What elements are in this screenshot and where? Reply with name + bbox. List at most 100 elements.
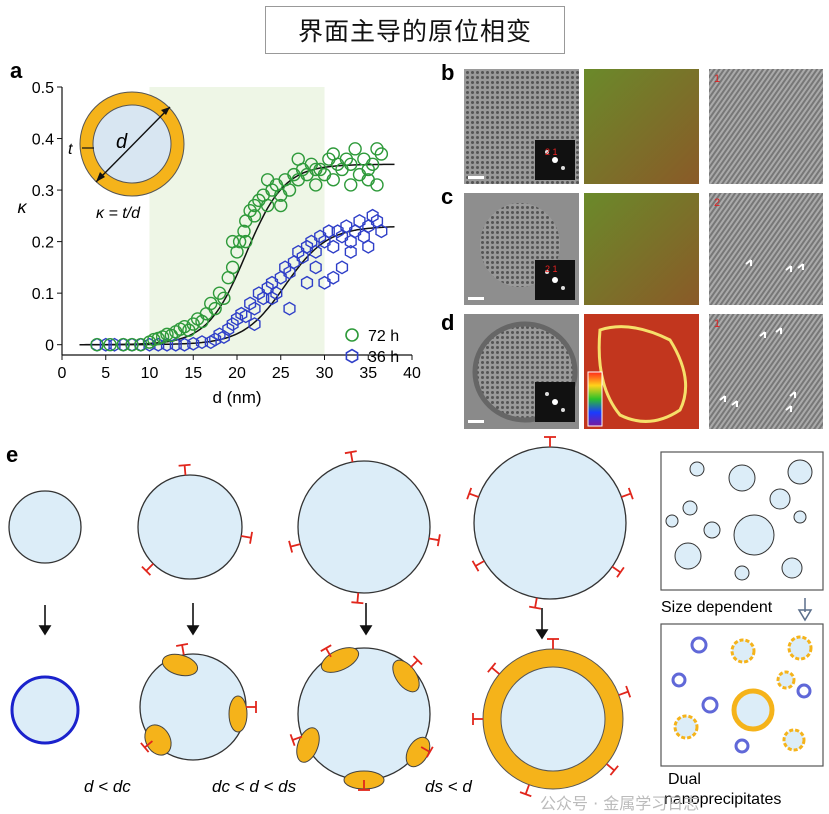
- fringe-c: [709, 193, 823, 305]
- data-point: [314, 229, 327, 244]
- data-point: [239, 234, 253, 249]
- fft-c-label: 2 1: [545, 264, 558, 274]
- x-tick-label: 40: [403, 365, 421, 382]
- data-point: [344, 178, 358, 192]
- data-point: [230, 311, 244, 326]
- data-point: [362, 219, 375, 234]
- data-point: [318, 234, 331, 249]
- ring-shell: [10, 675, 80, 745]
- data-point: [208, 301, 222, 316]
- y-tick-label: 0.2: [32, 235, 54, 252]
- data-point: [331, 224, 344, 239]
- data-point: [327, 270, 340, 285]
- data-point: [209, 332, 222, 347]
- data-point: [260, 173, 275, 187]
- particle-medium: [137, 474, 243, 580]
- inset-t-label: t: [68, 141, 73, 158]
- y-tick-label: 0: [45, 338, 54, 355]
- y-tick-label: 0.4: [32, 132, 54, 149]
- data-point: [99, 337, 112, 352]
- tag-c: 2: [714, 197, 720, 209]
- cond-1: d < dc: [84, 777, 131, 796]
- data-point: [344, 244, 357, 259]
- particle-small: [8, 490, 82, 564]
- data-point: [335, 260, 349, 275]
- data-point: [318, 275, 331, 290]
- fringe-d: [709, 314, 823, 429]
- data-point: [177, 319, 192, 334]
- color-bar: [587, 371, 603, 427]
- data-point: [327, 239, 340, 254]
- data-point: [247, 209, 262, 223]
- data-point: [260, 198, 275, 213]
- data-point: [339, 152, 354, 166]
- legend-36h: 36 h: [368, 349, 399, 366]
- data-point: [300, 275, 314, 290]
- data-point: [340, 219, 353, 234]
- tag-b: 1: [714, 73, 720, 85]
- panel-label-a: a: [10, 58, 23, 83]
- data-point: [349, 224, 362, 239]
- data-point: [282, 183, 297, 197]
- data-point: [274, 198, 288, 213]
- y-axis-label: κ: [18, 197, 28, 217]
- x-axis-label: d (nm): [212, 388, 261, 407]
- x-tick-label: 35: [359, 365, 377, 382]
- data-point: [374, 147, 389, 161]
- x-tick-label: 15: [184, 365, 202, 382]
- data-point: [296, 250, 309, 265]
- y-tick-label: 0.5: [32, 80, 54, 97]
- strain-map-c: [584, 193, 699, 305]
- data-point: [309, 260, 322, 275]
- data-point: [195, 335, 209, 350]
- data-point: [322, 224, 335, 239]
- data-point: [326, 173, 340, 187]
- x-tick-label: 25: [272, 365, 290, 382]
- strain-map-b: [584, 69, 699, 184]
- particle-large: [297, 460, 431, 594]
- data-point: [274, 270, 287, 285]
- data-point: [353, 213, 366, 229]
- y-tick-label: 0.1: [32, 286, 54, 303]
- data-point: [287, 255, 300, 270]
- kappa-chart: 0 5 10 15 20 25 30 35 40 0 0.1 0.2 0.3 0.4 0.5 d (nm) κ: [18, 80, 422, 407]
- size-dependent-label: Size dependent: [661, 599, 773, 616]
- data-point: [225, 234, 240, 249]
- data-point: [309, 178, 323, 192]
- data-point: [366, 208, 379, 223]
- x-tick-label: 5: [101, 365, 110, 382]
- data-point: [248, 301, 261, 316]
- x-tick-label: 0: [58, 365, 67, 382]
- data-point: [361, 162, 375, 177]
- x-tick-label: 30: [316, 365, 334, 382]
- data-point: [248, 317, 261, 332]
- data-point: [237, 224, 251, 239]
- dual-label-1: Dual: [668, 771, 701, 788]
- data-point: [217, 291, 231, 306]
- data-point: [178, 337, 191, 352]
- data-point: [222, 322, 235, 337]
- particle-xlarge: [473, 446, 627, 600]
- data-point: [326, 147, 340, 161]
- data-point: [335, 229, 349, 244]
- data-point: [247, 198, 262, 213]
- data-point: [309, 162, 323, 177]
- data-point: [134, 337, 148, 352]
- data-point: [283, 265, 296, 280]
- data-point: [279, 260, 292, 275]
- cond-2: dc < d < ds: [212, 777, 297, 796]
- fit-line: [79, 226, 395, 346]
- data-point: [225, 260, 240, 275]
- data-point: [322, 152, 336, 166]
- watermark: 公众号 · 金属学习日志: [540, 794, 700, 813]
- data-point: [187, 336, 200, 351]
- data-point: [344, 234, 357, 249]
- data-point: [270, 286, 283, 301]
- data-point: [283, 301, 296, 316]
- ring-inset: d t κ = t/d: [68, 91, 185, 222]
- data-point: [362, 239, 375, 254]
- panel-label-d: d: [441, 310, 454, 335]
- data-point: [108, 337, 121, 352]
- data-point: [370, 142, 384, 156]
